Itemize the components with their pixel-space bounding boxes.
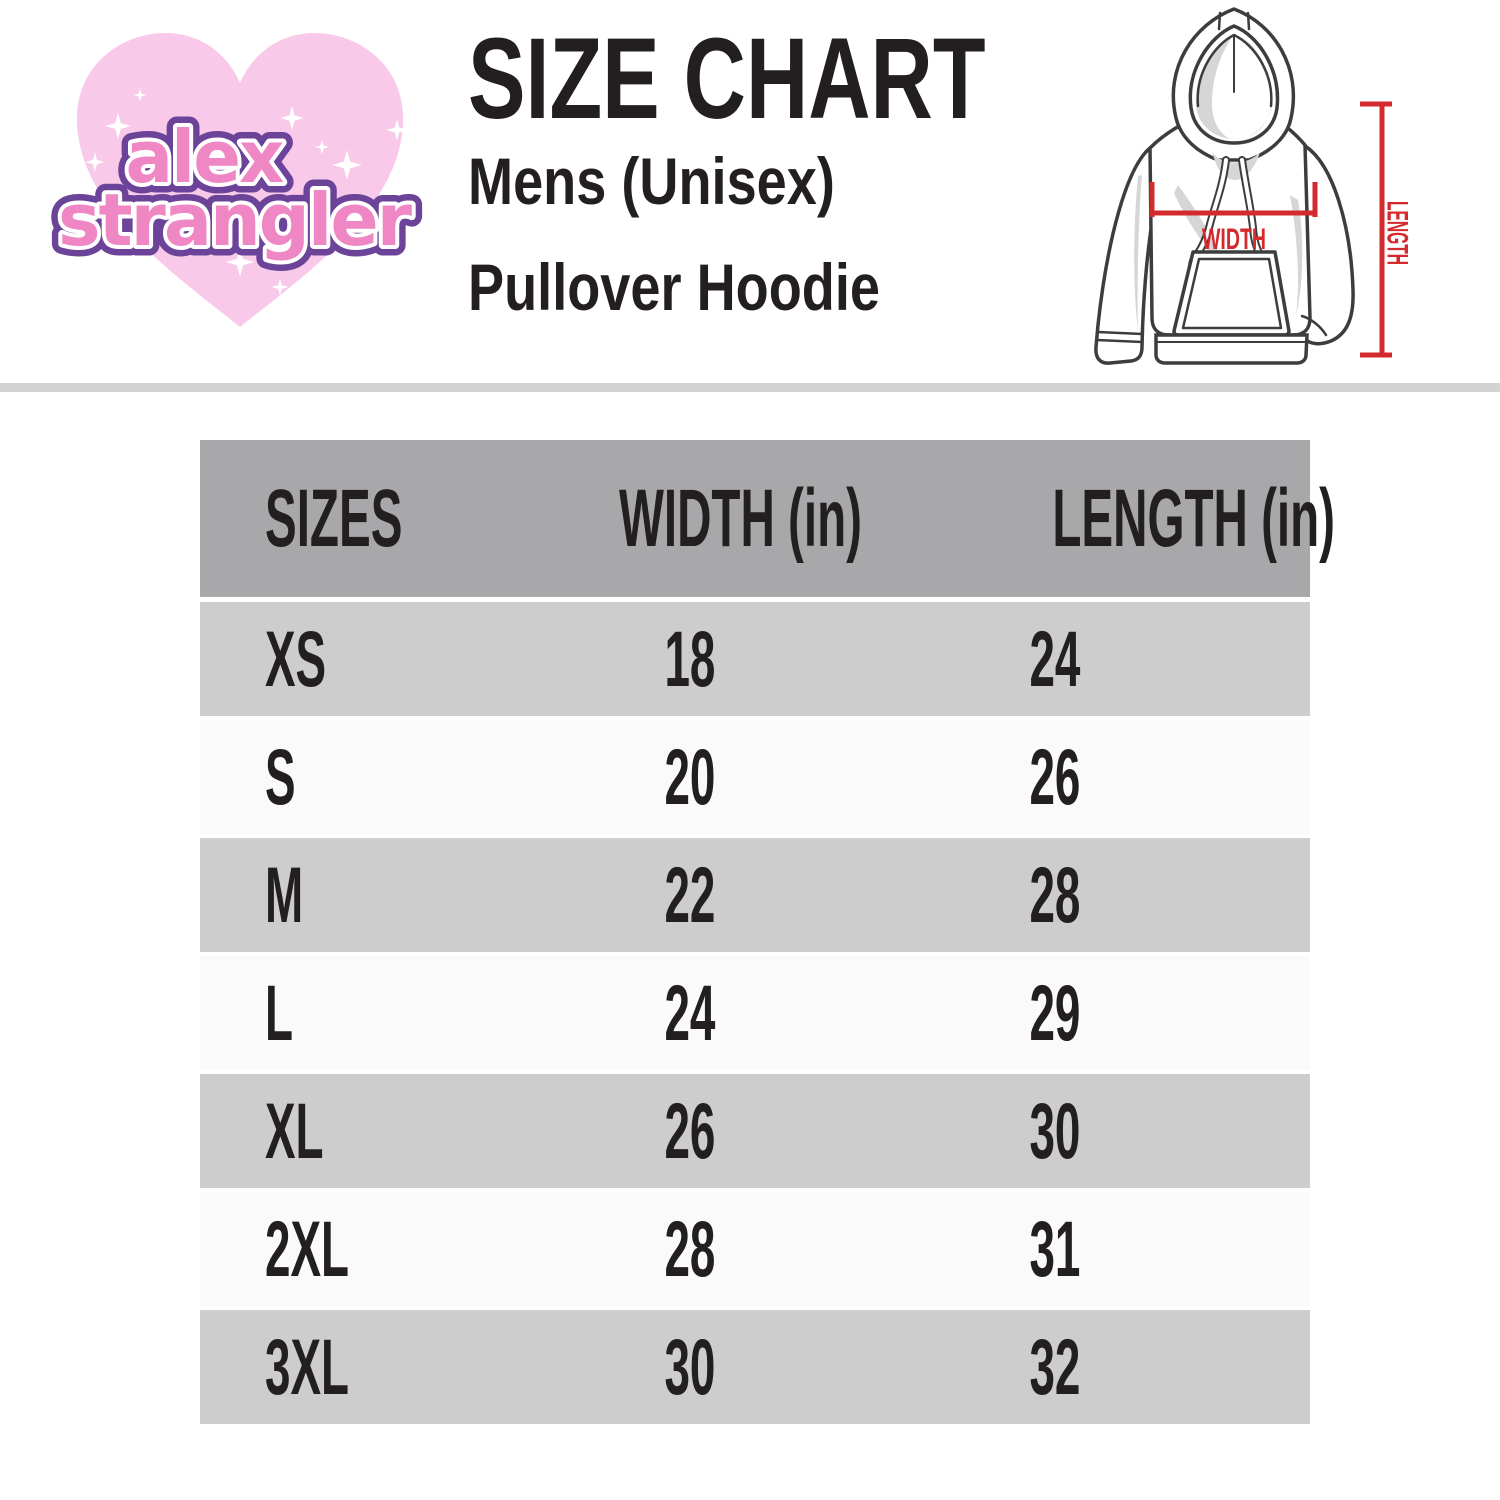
- size-label: S: [265, 732, 296, 821]
- length-value-cell: 31: [900, 1203, 1310, 1295]
- brand-text-line2: strangler: [58, 178, 412, 262]
- length-value: 30: [1029, 1086, 1081, 1175]
- col-header-sizes-text: SIZES: [265, 472, 403, 564]
- width-value-cell: 26: [480, 1085, 900, 1177]
- width-value: 30: [664, 1322, 716, 1411]
- length-value: 24: [1029, 614, 1081, 703]
- brand-logo: alex alex strangler strangler: [50, 33, 425, 327]
- length-value: 32: [1029, 1322, 1081, 1411]
- size-label-cell: XL: [200, 1085, 480, 1177]
- width-value: 20: [664, 732, 716, 821]
- col-header-width-text: WIDTH (in): [618, 472, 862, 564]
- size-label: 2XL: [265, 1204, 350, 1293]
- length-value: 29: [1029, 968, 1081, 1057]
- size-label: 3XL: [265, 1322, 350, 1411]
- width-value: 28: [664, 1204, 716, 1293]
- table-row-2xl: 2XL 28 31: [200, 1192, 1310, 1306]
- table-row-xl: XL 26 30: [200, 1074, 1310, 1188]
- hoodie-cuff-lines: [1095, 314, 1328, 344]
- size-label-cell: S: [200, 731, 480, 823]
- width-measure-label: WIDTH: [1202, 223, 1266, 256]
- subtitle-product: Pullover Hoodie: [468, 254, 970, 320]
- length-value-cell: 24: [900, 613, 1310, 705]
- table-row-s: S 20 26: [200, 720, 1310, 834]
- col-header-sizes: SIZES: [200, 472, 480, 566]
- table-row-xs: XS 18 24: [200, 602, 1310, 716]
- size-label: XS: [265, 614, 327, 703]
- subtitle-gender-text: Mens (Unisex): [468, 144, 835, 218]
- width-value: 18: [664, 614, 716, 703]
- length-value-cell: 28: [900, 849, 1310, 941]
- width-value: 22: [664, 850, 716, 939]
- brand-text-line2-outline: strangler: [58, 178, 412, 262]
- width-value: 24: [664, 968, 716, 1057]
- size-label-cell: 2XL: [200, 1203, 480, 1295]
- length-value: 28: [1029, 850, 1081, 939]
- col-header-length: LENGTH (in): [900, 472, 1335, 566]
- table-row-l: L 24 29: [200, 956, 1310, 1070]
- table-header-row: SIZES WIDTH (in) LENGTH (in): [200, 440, 1335, 597]
- subtitle-gender: Mens (Unisex): [468, 148, 915, 214]
- hoodie-hood-icon: [1171, 7, 1296, 180]
- size-label-cell: XS: [200, 613, 480, 705]
- size-label-cell: M: [200, 849, 480, 941]
- section-divider: [0, 383, 1500, 392]
- size-label-cell: L: [200, 967, 480, 1059]
- size-label: XL: [265, 1086, 324, 1175]
- width-value-cell: 20: [480, 731, 900, 823]
- length-value-cell: 26: [900, 731, 1310, 823]
- page-title: SIZE CHART: [468, 22, 1158, 137]
- table-row-m: M 22 28: [200, 838, 1310, 952]
- hoodie-pocket-icon: [1172, 250, 1291, 337]
- length-value-cell: 29: [900, 967, 1310, 1059]
- length-value-cell: 32: [900, 1321, 1310, 1413]
- size-label: L: [265, 968, 293, 1057]
- length-value-cell: 30: [900, 1085, 1310, 1177]
- length-measure-line: [1360, 101, 1392, 358]
- width-value-cell: 28: [480, 1203, 900, 1295]
- width-measure-line: [1149, 182, 1318, 217]
- width-value: 26: [664, 1086, 716, 1175]
- hoodie-hem-band: [1154, 333, 1309, 365]
- subtitle-product-text: Pullover Hoodie: [468, 250, 880, 324]
- size-label: M: [265, 850, 304, 939]
- width-value-cell: 30: [480, 1321, 900, 1413]
- length-measure-label: LENGTH: [1381, 201, 1411, 265]
- length-value: 26: [1029, 732, 1081, 821]
- brand-text-line1-outline: alex: [126, 115, 285, 199]
- width-value-cell: 24: [480, 967, 900, 1059]
- width-value-cell: 22: [480, 849, 900, 941]
- brand-text-line1: alex: [126, 115, 285, 199]
- hoodie-diagram: WIDTH LENGTH: [1094, 7, 1411, 365]
- page-title-text: SIZE CHART: [468, 15, 986, 143]
- length-value: 31: [1029, 1204, 1081, 1293]
- size-table: SIZES WIDTH (in) LENGTH (in) XS 18 24 S …: [200, 440, 1335, 1428]
- col-header-length-text: LENGTH (in): [1052, 472, 1336, 564]
- heart-icon: [76, 33, 404, 327]
- col-header-width: WIDTH (in): [480, 472, 900, 566]
- width-value-cell: 18: [480, 613, 900, 705]
- table-row-3xl: 3XL 30 32: [200, 1310, 1310, 1424]
- size-label-cell: 3XL: [200, 1321, 480, 1413]
